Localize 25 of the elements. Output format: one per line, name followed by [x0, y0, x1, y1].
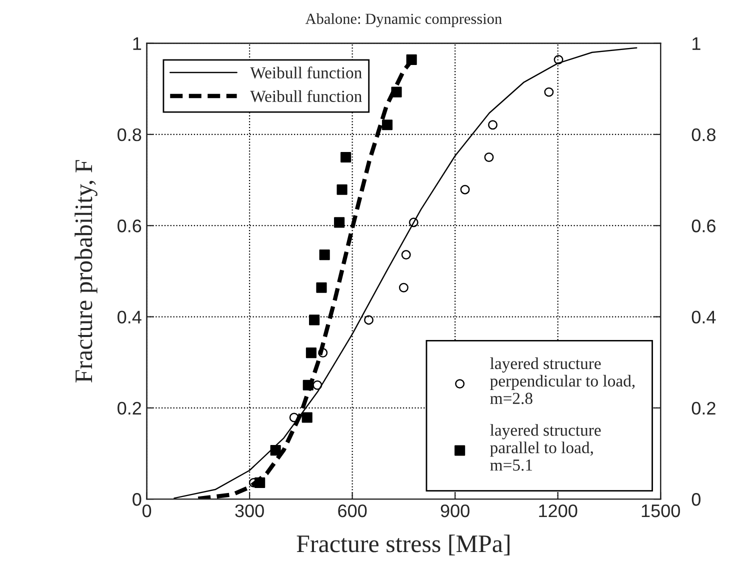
y-tick-label: 0.6 [118, 220, 142, 232]
legend-label: Weibull function [250, 66, 362, 79]
x-tick-label: 1200 [539, 504, 578, 518]
x-axis-title: Fracture stress [MPa] [296, 534, 510, 556]
x-tick-label: 0 [142, 504, 152, 518]
y-tick-label: 0 [132, 493, 142, 506]
x-tick-label: 900 [440, 504, 470, 518]
y2-tick-label: 0.6 [692, 220, 716, 232]
y2-tick-label: 0 [692, 493, 700, 506]
chart-title: Abalone: Dynamic compression [305, 13, 502, 28]
y2-tick-label: 0.2 [692, 402, 716, 415]
legend-label: layered structure parallel to load, m=5.1 [490, 424, 601, 471]
y-axis-title: Fracture probability, F [74, 160, 98, 382]
x-tick-label: 300 [235, 504, 264, 518]
y2-tick-label: 1 [692, 37, 700, 50]
y-tick-label: 0.2 [118, 402, 142, 415]
legend-label: Weibull function [250, 90, 362, 102]
y-tick-label: 0.4 [118, 310, 142, 324]
x-tick-label: 600 [338, 504, 367, 518]
y-tick-label: 1 [133, 37, 142, 50]
y2-tick-label: 0.8 [692, 128, 716, 142]
legend-label: layered structure perpendicular to load, m=2.8 [490, 357, 635, 404]
x-tick-label: 1500 [642, 504, 680, 518]
y-tick-label: 0.8 [118, 128, 142, 142]
y2-tick-label: 0.4 [692, 310, 716, 324]
